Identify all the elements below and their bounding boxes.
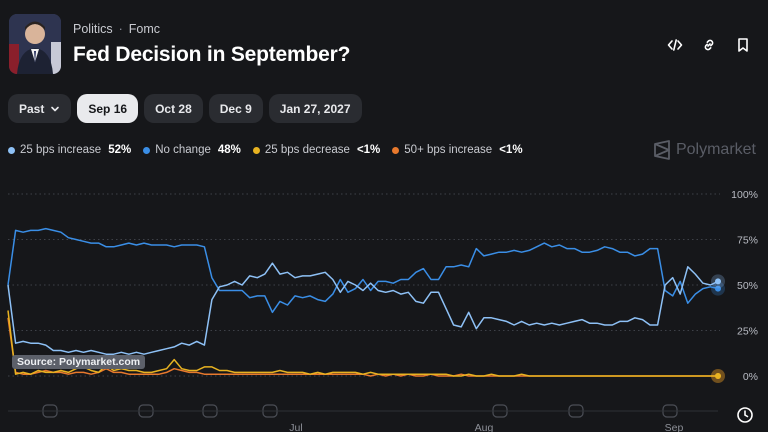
legend-label: 25 bps decrease — [264, 144, 350, 156]
y-tick-label: 0% — [743, 371, 758, 383]
y-tick-label: 100% — [731, 189, 758, 201]
tab-dec-9[interactable]: Dec 9 — [208, 94, 263, 123]
legend-value: <1% — [356, 144, 381, 156]
breadcrumb: Politics · Fomc — [73, 22, 160, 36]
tab-sep-16[interactable]: Sep 16 — [77, 94, 139, 123]
link-icon[interactable] — [698, 34, 720, 56]
legend-item-50bps-increase: 50+ bps increase <1% — [392, 144, 523, 156]
legend-value: 52% — [108, 144, 132, 156]
chevron-down-icon — [51, 106, 60, 111]
portrait-image — [9, 14, 61, 74]
legend-dot — [8, 146, 15, 154]
x-tick-label: Sep — [665, 422, 684, 432]
legend-label: No change — [155, 144, 211, 156]
date-tabs: Past Sep 16 Oct 28 Dec 9 Jan 27, 2027 — [8, 94, 362, 123]
code-embed-icon[interactable] — [664, 34, 686, 56]
chart-legend: 25 bps increase 52% No change 48% 25 bps… — [8, 144, 523, 156]
page-title: Fed Decision in September? — [73, 43, 351, 66]
legend-value: <1% — [499, 144, 523, 156]
brand-name: Polymarket — [675, 141, 756, 158]
polymarket-logo-icon — [654, 140, 670, 160]
legend-dot — [143, 146, 151, 154]
x-tick-label: Jul — [289, 422, 302, 432]
tab-label: Sep 16 — [88, 101, 128, 116]
price-history-chart[interactable]: 100% 75% 50% 25% 0% Jul Aug Sep — [0, 165, 768, 432]
y-tick-label: 25% — [737, 326, 758, 338]
tab-past[interactable]: Past — [8, 94, 72, 123]
legend-label: 50+ bps increase — [404, 144, 493, 156]
polymarket-brand: Polymarket — [653, 140, 756, 160]
breadcrumb-separator: · — [118, 22, 123, 36]
series-line-25-bps-increase — [7, 262, 719, 355]
legend-value: 48% — [217, 144, 241, 156]
breadcrumb-politics[interactable]: Politics — [73, 22, 113, 36]
x-tick-label: Aug — [475, 422, 494, 432]
endpoint-dot — [715, 278, 721, 285]
y-tick-label: 75% — [737, 235, 758, 247]
market-thumbnail[interactable] — [9, 14, 61, 74]
tab-label: Jan 27, 2027 — [279, 101, 351, 116]
tab-oct-28[interactable]: Oct 28 — [144, 94, 203, 123]
tab-label: Dec 9 — [219, 101, 252, 116]
tab-label: Oct 28 — [155, 101, 192, 116]
history-clock-button[interactable] — [732, 402, 758, 428]
tab-jan-27-2027[interactable]: Jan 27, 2027 — [268, 94, 362, 123]
legend-item-25bps-increase: 25 bps increase 52% — [8, 144, 131, 156]
y-tick-label: 50% — [737, 280, 758, 292]
clock-icon — [737, 407, 753, 423]
breadcrumb-fomc[interactable]: Fomc — [128, 22, 161, 36]
legend-dot — [392, 146, 400, 154]
endpoint-dot — [715, 285, 721, 292]
legend-label: 25 bps increase — [20, 144, 102, 156]
series-line-25-bps-decrease — [7, 310, 718, 377]
header-actions — [664, 34, 754, 56]
legend-item-no-change: No change 48% — [143, 144, 241, 156]
source-label: Source: Polymarket.com — [12, 355, 146, 369]
bookmark-icon[interactable] — [732, 34, 754, 56]
endpoint-dot — [715, 373, 721, 379]
legend-dot — [252, 146, 260, 154]
series-line-no-change — [7, 227, 719, 314]
legend-item-25bps-decrease: 25 bps decrease <1% — [252, 144, 381, 156]
tab-past-label: Past — [19, 101, 45, 116]
